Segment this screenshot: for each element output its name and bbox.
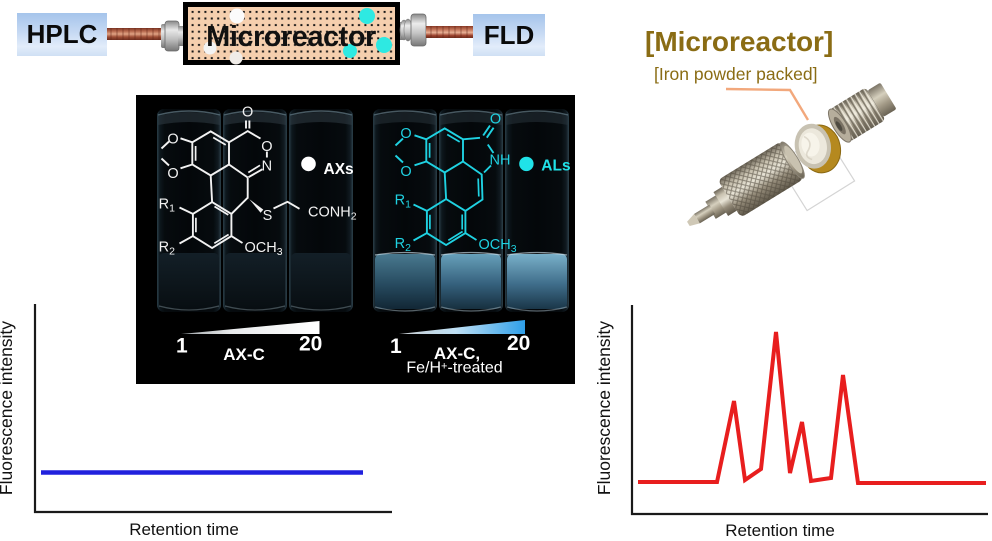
- svg-text:O: O: [167, 132, 178, 148]
- svg-text:20: 20: [507, 332, 530, 355]
- svg-text:O: O: [242, 105, 253, 121]
- svg-text:OCH3: OCH3: [245, 240, 283, 258]
- svg-text:OCH3: OCH3: [479, 237, 517, 255]
- svg-text:Retention time: Retention time: [129, 520, 239, 539]
- svg-text:O: O: [490, 112, 501, 128]
- svg-text:Retention time: Retention time: [725, 521, 835, 540]
- svg-text:S: S: [263, 208, 273, 224]
- svg-text:O: O: [261, 139, 272, 155]
- svg-text:ALs: ALs: [541, 157, 570, 174]
- svg-text:O: O: [167, 166, 178, 182]
- svg-text:Microreactor: Microreactor: [206, 21, 376, 53]
- svg-text:O: O: [400, 126, 411, 142]
- svg-text:AX-C,: AX-C,: [434, 344, 480, 363]
- svg-text:Fluorescence intensity: Fluorescence intensity: [594, 321, 614, 495]
- svg-text:N: N: [262, 159, 272, 175]
- svg-text:20: 20: [299, 333, 322, 356]
- svg-text:Fe/H+-treated: Fe/H+-treated: [406, 360, 502, 377]
- svg-text:Fluorescence intensity: Fluorescence intensity: [0, 321, 16, 495]
- svg-text:O: O: [400, 164, 411, 180]
- svg-text:AXs: AXs: [324, 161, 354, 178]
- svg-text:1: 1: [176, 335, 188, 358]
- svg-text:AX-C: AX-C: [223, 345, 265, 364]
- svg-text:NH: NH: [490, 153, 511, 169]
- svg-text:CONH2: CONH2: [308, 205, 357, 223]
- svg-text:1: 1: [390, 335, 402, 358]
